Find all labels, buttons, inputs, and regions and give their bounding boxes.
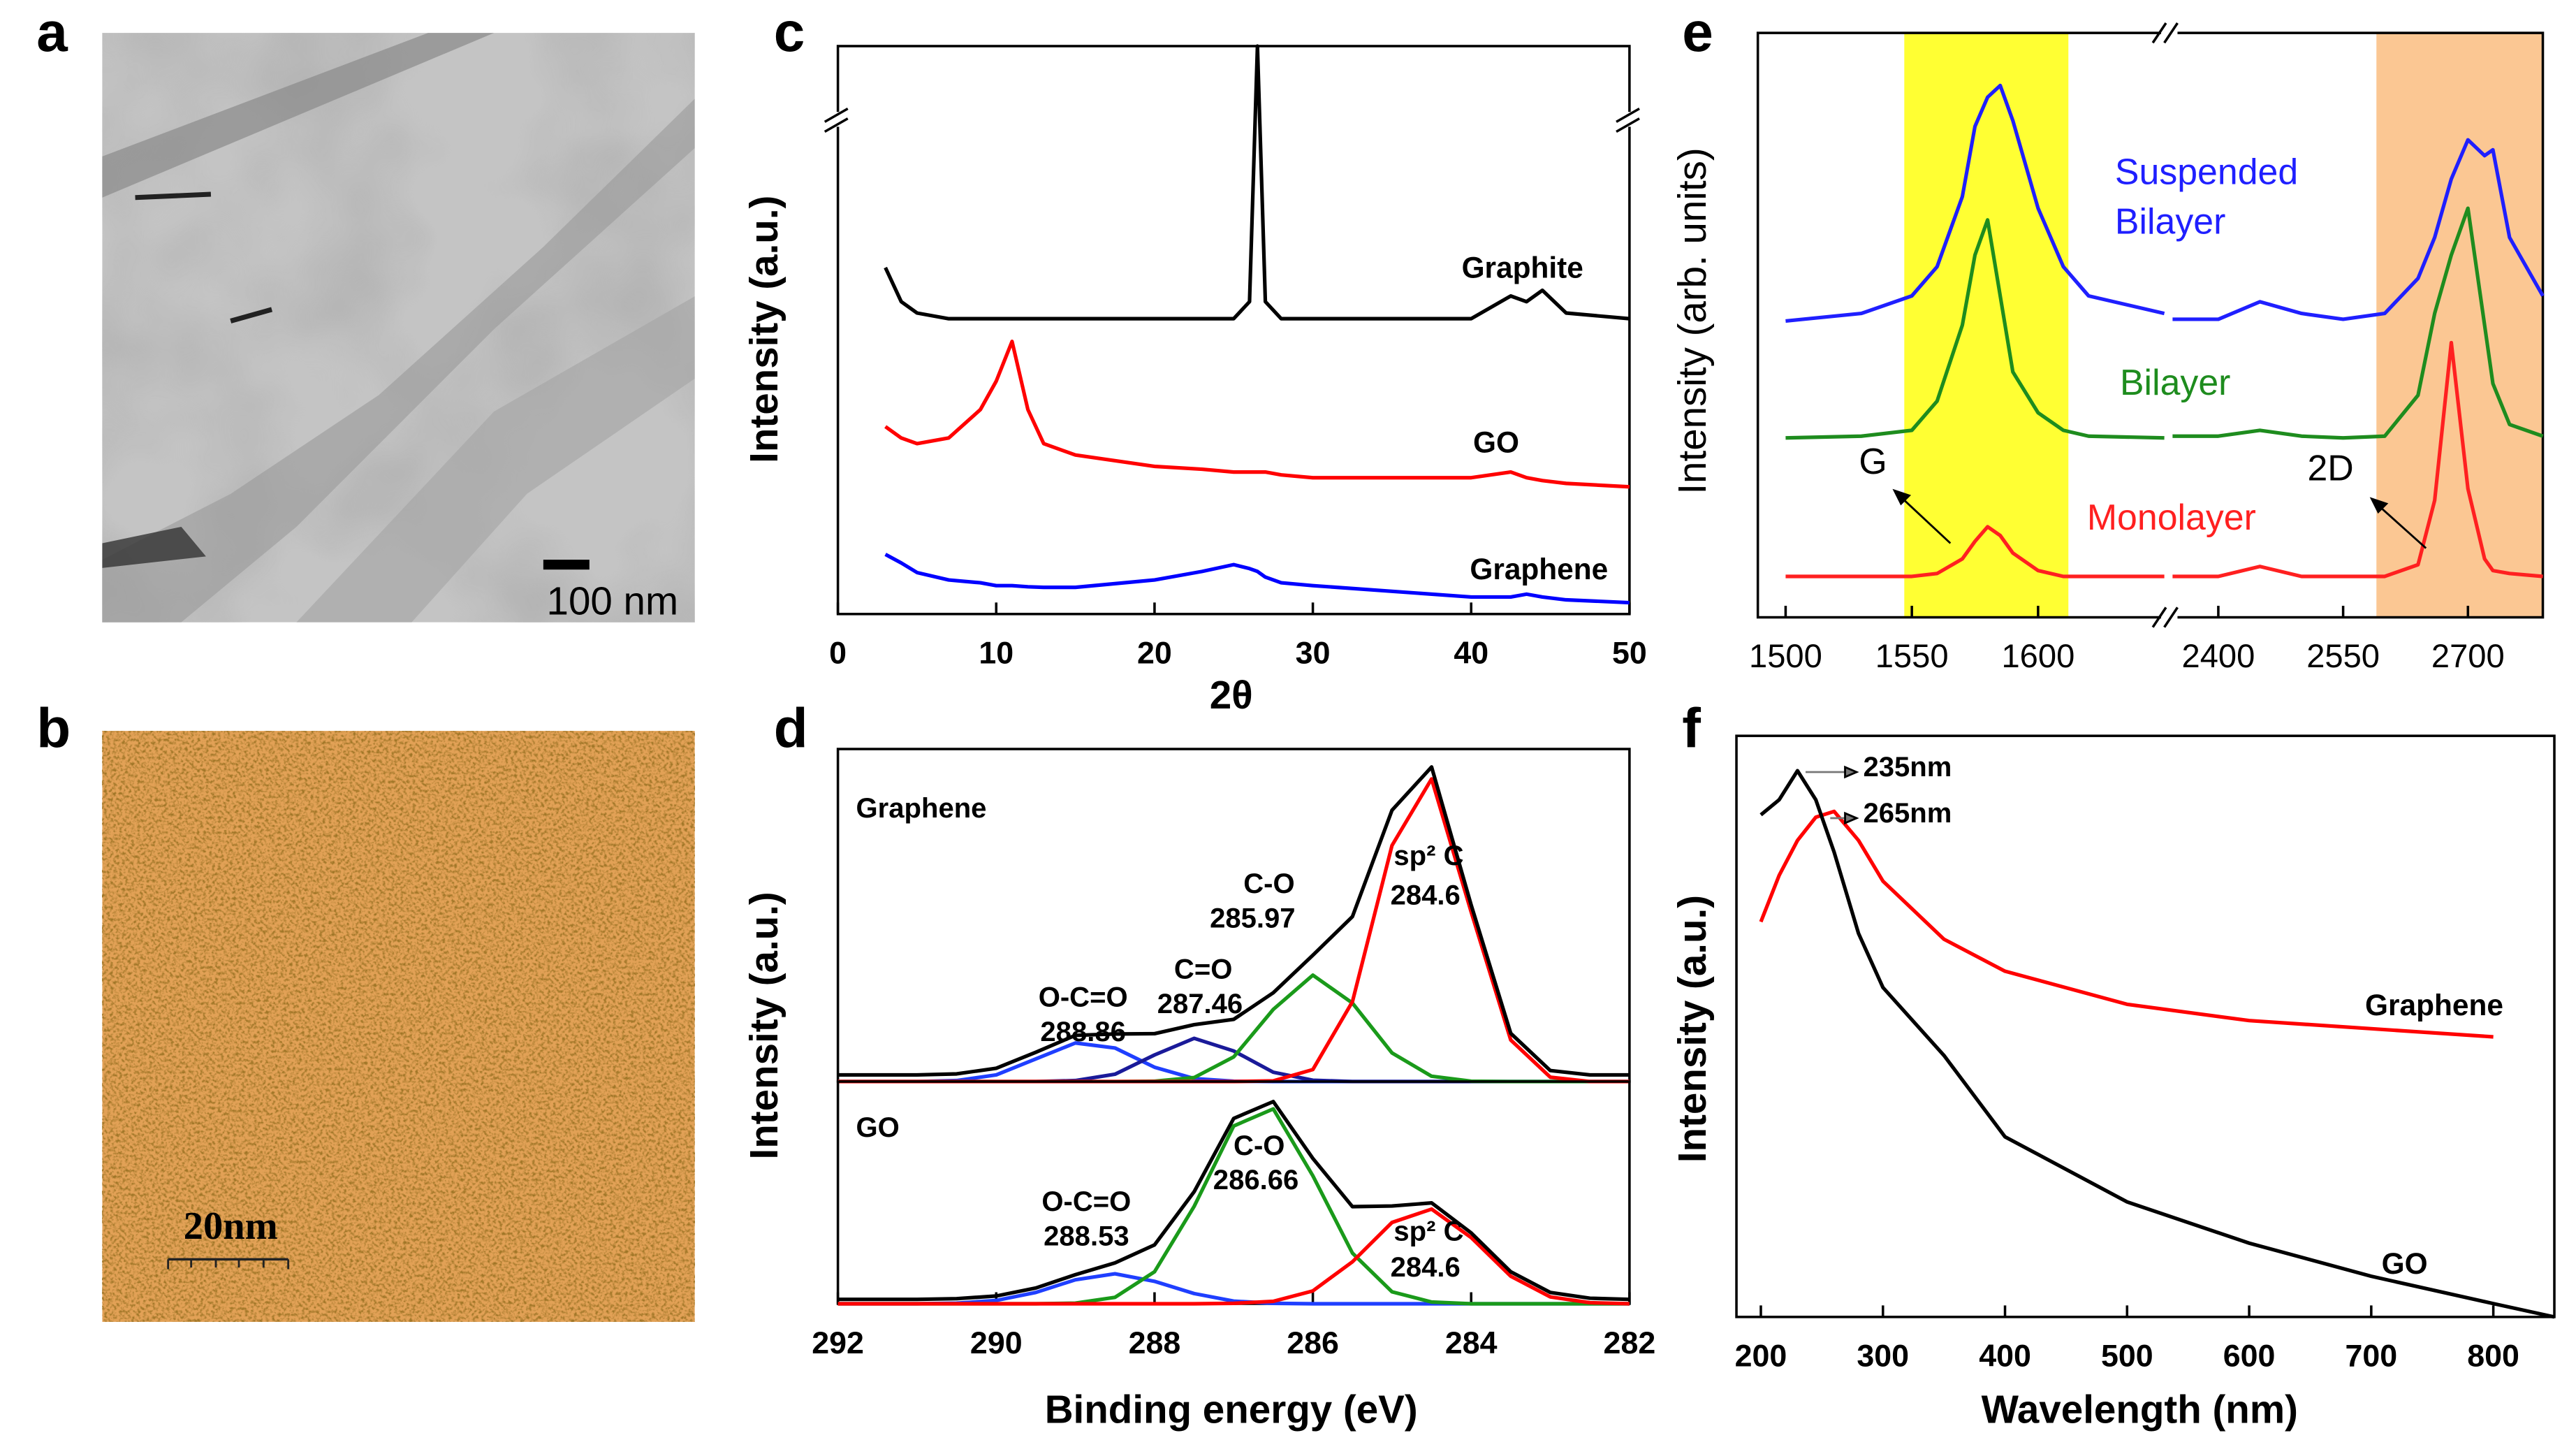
annotation: 265nm	[1863, 798, 1952, 829]
x-tick-label: 400	[1979, 1339, 2031, 1374]
series-label: Bilayer	[2120, 362, 2230, 402]
scale-bar-label: 100 nm	[547, 579, 679, 623]
panel-label: c	[774, 0, 805, 63]
panel-label: f	[1682, 697, 1701, 759]
panel: Intensity (a.u.) Graphene O-C=O 288.86 C=O 28…	[742, 748, 1631, 1159]
series-label: Graphene	[2365, 989, 2503, 1021]
x-tick-label: 20	[1137, 636, 1172, 671]
annotation: 235nm	[1863, 752, 1952, 783]
x-tick-label: 290	[970, 1325, 1023, 1360]
y-axis-label: Intensity (arb. units)	[1670, 147, 1714, 494]
series-label-line: Suspended	[2115, 151, 2308, 191]
series-line	[1785, 83, 2545, 323]
panel-label: b	[36, 697, 71, 759]
highlight-band	[2376, 33, 2543, 618]
series-line	[884, 553, 1630, 605]
series-line	[884, 44, 1630, 321]
series-label: Suspended Bilayer	[2115, 151, 2308, 241]
x-tick-label: 200	[1735, 1339, 1787, 1374]
x-tick-label: 288	[1129, 1325, 1181, 1360]
y-axis-label: Intensity (a.u.)	[742, 196, 786, 463]
series-line	[1785, 206, 2544, 440]
x-tick-label: 40	[1454, 636, 1488, 671]
x-tick-label: 286	[1287, 1325, 1339, 1360]
x-axis-label: Wavelength (nm)	[1982, 1387, 2298, 1431]
annotation: C=O	[1174, 954, 1232, 985]
series-line	[1759, 809, 2494, 1039]
y-axis-label: Intensity (a.u.)	[1670, 895, 1714, 1163]
annotation: 288.53	[1044, 1221, 1129, 1251]
x-tick-label: 1600	[2001, 637, 2074, 674]
afm-image	[102, 731, 695, 1322]
annotation: 286.66	[1213, 1165, 1299, 1195]
annotation: C-O	[1243, 868, 1294, 899]
annotation: 2D	[2307, 448, 2353, 488]
axis-breaks	[824, 22, 2179, 628]
annotation: 285.97	[1210, 903, 1295, 934]
panel-label: a	[36, 0, 68, 63]
highlight-band	[1904, 33, 2069, 618]
x-tick-label: 284	[1445, 1325, 1498, 1360]
x-axis-label: Binding energy (eV)	[1045, 1387, 1418, 1431]
plot-frame	[836, 45, 1631, 616]
x-tick-label: 800	[2467, 1339, 2519, 1374]
x-tick-label: 1550	[1875, 637, 1949, 674]
series-label-line: Bilayer	[2115, 201, 2225, 241]
series-label: Monolayer	[2087, 497, 2256, 537]
x-tick-label: 2400	[2182, 637, 2255, 674]
x-tick-label: 1500	[1749, 637, 1822, 674]
annotation: 287.46	[1157, 989, 1243, 1019]
plot-frame	[1756, 31, 2545, 619]
x-axis-label: 2θ	[1210, 673, 1253, 717]
panel: 292 290 288 286 284 282 Binding energy (eV) GO O…	[812, 1080, 1656, 1431]
plot-frame	[1735, 734, 2556, 1318]
annotation: sp² C	[1393, 1216, 1463, 1246]
series-label: Graphite	[1462, 252, 1583, 284]
x-tick-label: 2550	[2306, 637, 2380, 674]
y-axis-label: Intensity (a.u.)	[742, 892, 786, 1159]
x-tick-label: 30	[1296, 636, 1331, 671]
x-tick-label: 10	[979, 636, 1013, 671]
panel: 0 10 20 30 40 50 2θ Intensity (a.u.) Graphite GO G…	[742, 44, 1647, 717]
x-tick-label: 282	[1604, 1325, 1656, 1360]
panel: 1500 1550 1600 2400 2550 2700 Intensity (arb. …	[1670, 31, 2545, 674]
x-tick-label: 292	[812, 1325, 864, 1360]
annotation: Graphene	[856, 793, 987, 824]
series-line	[837, 1099, 1630, 1302]
annotation: O-C=O	[1041, 1186, 1131, 1217]
series-line	[837, 1041, 1630, 1084]
x-tick-label: 500	[2101, 1339, 2153, 1374]
panel-label: e	[1682, 0, 1713, 63]
x-tick-label: 0	[829, 636, 847, 671]
series-line	[884, 340, 1630, 489]
scale-bar-label: 20nm	[184, 1205, 278, 1248]
series-label: GO	[2382, 1247, 2428, 1280]
x-tick-label: 700	[2346, 1339, 2398, 1374]
panel-label: d	[774, 697, 808, 759]
annotation: GO	[856, 1112, 900, 1143]
annotation: sp² C	[1393, 841, 1463, 871]
x-tick-label: 600	[2223, 1339, 2276, 1374]
series-line	[1759, 769, 2555, 1319]
annotation: 284.6	[1391, 1252, 1461, 1283]
x-tick-label: 300	[1857, 1339, 1909, 1374]
x-tick-label: 50	[1612, 636, 1647, 671]
series-line	[1785, 340, 2543, 579]
annotation: O-C=O	[1039, 982, 1128, 1013]
tem-image	[102, 33, 695, 623]
annotation: C-O	[1234, 1130, 1285, 1161]
series-line	[837, 765, 1630, 1077]
annotation: 284.6	[1391, 880, 1461, 911]
series-label: Graphene	[1470, 553, 1608, 586]
arrows	[1805, 488, 2427, 825]
charts: 0 10 20 30 40 50 2θ Intensity (a.u.) Graphite GO G…	[742, 31, 2556, 1431]
series-line	[837, 1207, 1630, 1306]
annotation: 288.86	[1040, 1017, 1125, 1047]
series-label: GO	[1473, 426, 1519, 458]
annotation: G	[1859, 441, 1887, 481]
x-tick-label: 2700	[2431, 637, 2505, 674]
panel: 200 300 400 500 600 700 800 Wavelength (nm) Inte…	[1670, 734, 2556, 1431]
